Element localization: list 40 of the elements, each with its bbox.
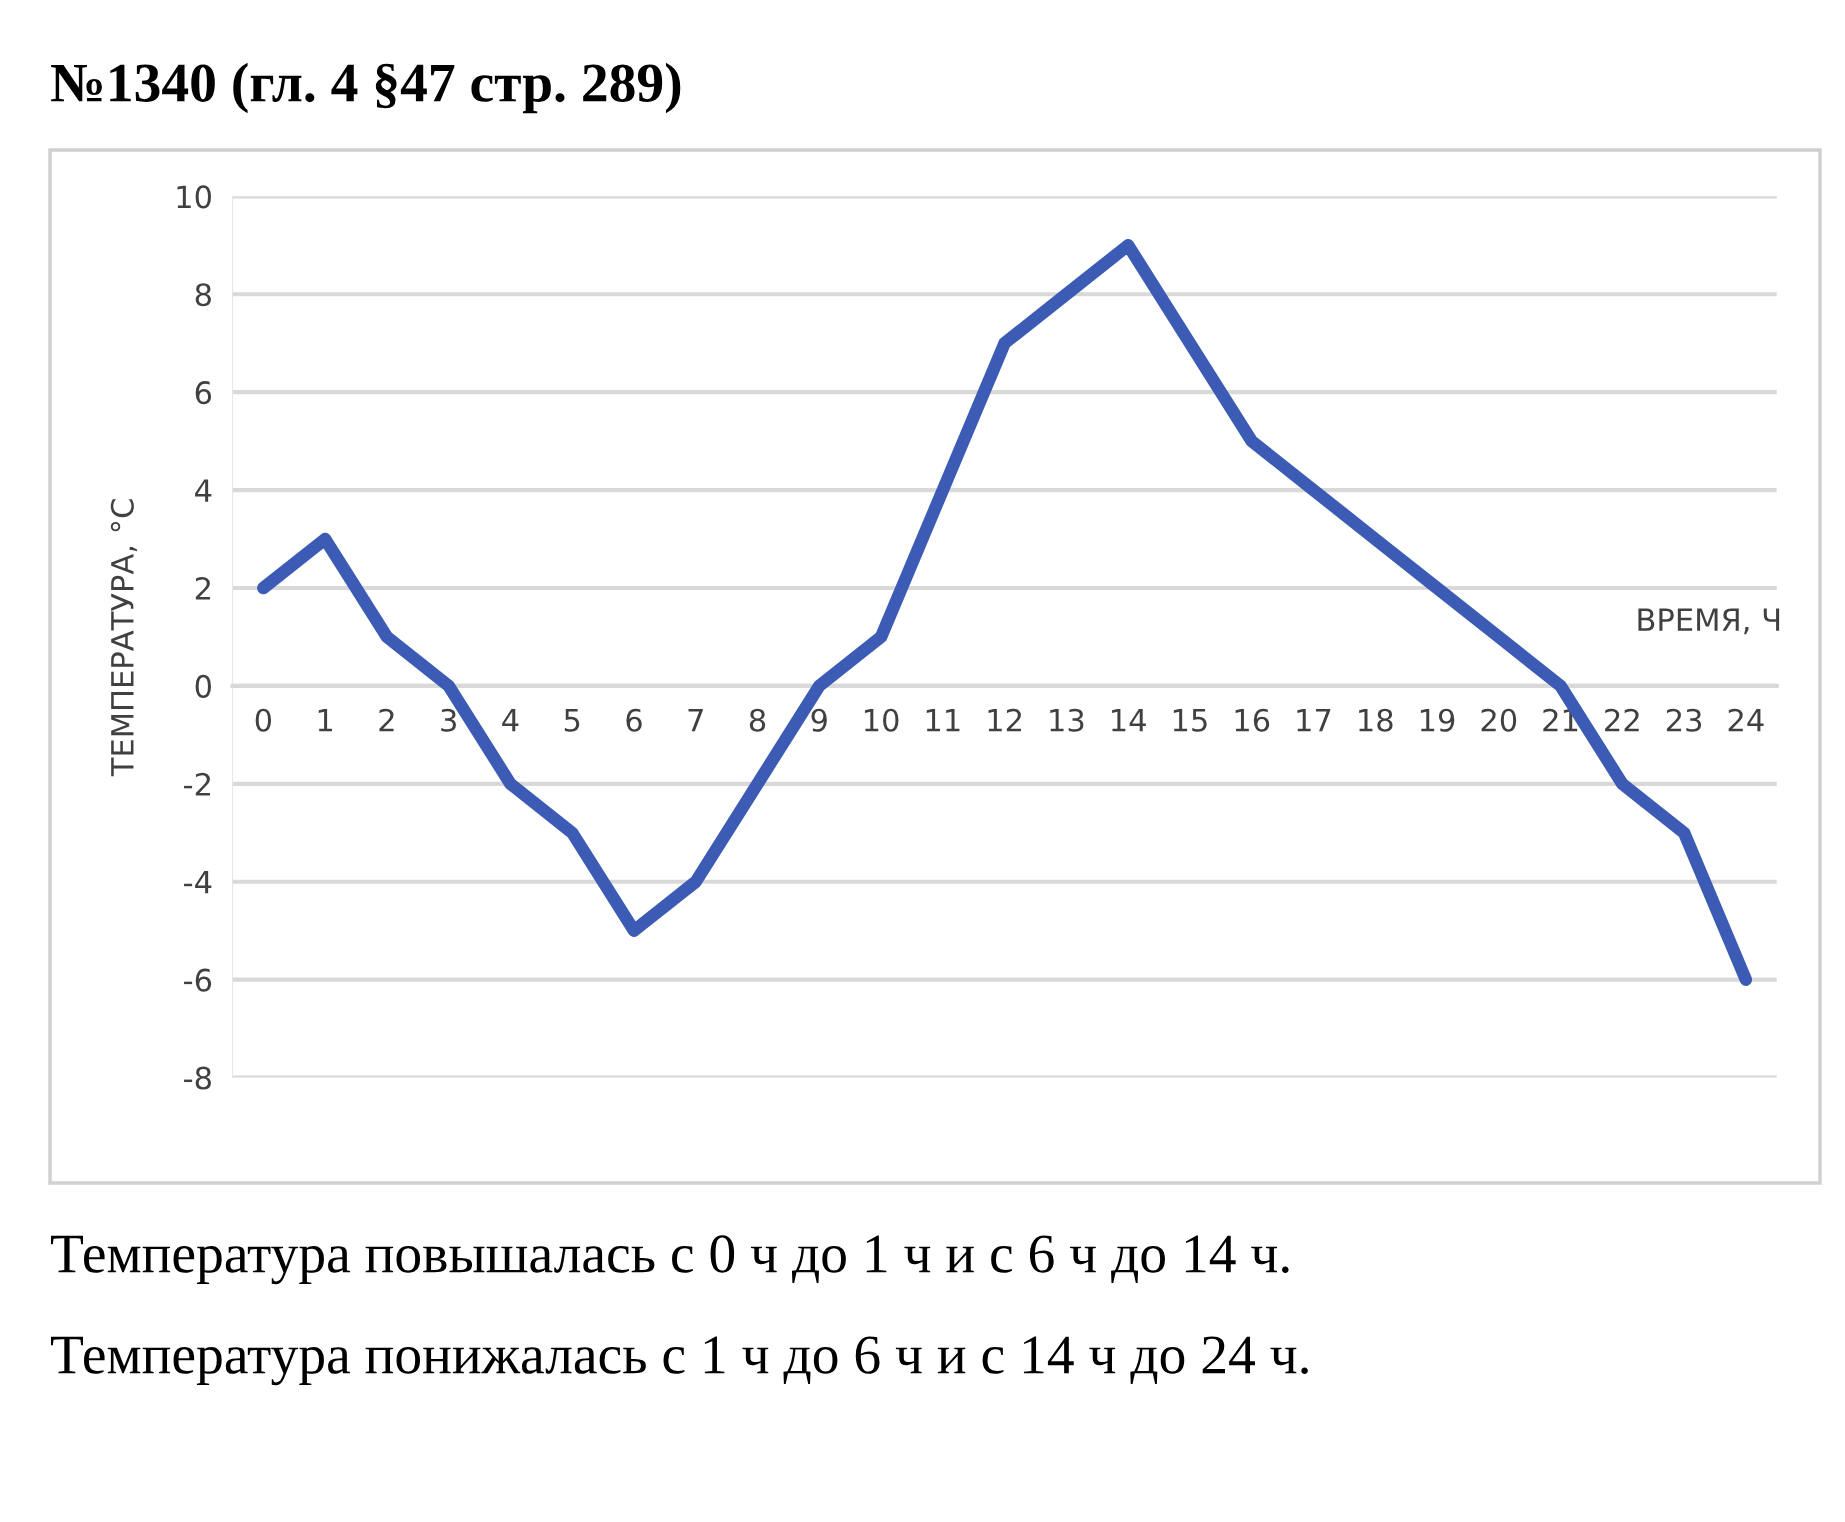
- x-tick-label: 1: [318, 709, 333, 732]
- x-tick-label: 3: [441, 708, 456, 732]
- x-tick-label: 2: [379, 708, 394, 732]
- chart-title: №1340 (гл. 4 §47 стр. 289): [51, 62, 681, 114]
- x-tick-label: 4: [502, 709, 519, 732]
- x-tick-label: 8: [749, 708, 766, 732]
- x-tick-label: 16: [1235, 708, 1270, 732]
- x-tick-label: 14: [1112, 709, 1146, 732]
- x-tick-label: 9: [811, 708, 827, 732]
- y-tick-label: 8: [195, 283, 211, 307]
- x-tick-label: 15: [1173, 709, 1207, 732]
- y-tick-label: 10: [177, 185, 211, 209]
- x-tick-label: 19: [1420, 708, 1455, 732]
- y-tick-label: -2: [184, 772, 210, 796]
- x-tick-label: 5: [564, 709, 580, 732]
- y-axis-title: ТЕМПЕРАТУРА, °C: [110, 499, 138, 777]
- y-tick-label: -4: [184, 871, 212, 894]
- y-tick-label: 6: [195, 381, 212, 405]
- y-tick-label: 4: [195, 479, 212, 502]
- x-tick-label: 21: [1543, 708, 1578, 732]
- text: Температура понижалась с 1 ч до 6 ч и с 14 ч до 24 ч.: [51, 1336, 1308, 1386]
- y-tick-label: -8: [184, 1066, 211, 1090]
- y-tick-label: -6: [184, 968, 212, 992]
- x-tick-label: 24: [1728, 708, 1764, 732]
- x-tick-label: 23: [1666, 708, 1702, 732]
- x-tick-label: 17: [1297, 709, 1331, 732]
- x-axis-title: ВРЕМЯ, Ч: [1638, 608, 1780, 635]
- x-tick-label: 11: [926, 709, 960, 732]
- y-tick-label: 0: [195, 674, 211, 698]
- x-tick-label: 0: [255, 708, 272, 732]
- x-tick-label: 7: [688, 709, 703, 732]
- y-tick-label: 2: [195, 576, 210, 600]
- x-tick-label: 12: [988, 708, 1021, 732]
- x-tick-label: 10: [864, 708, 899, 732]
- x-tick-label: 18: [1359, 708, 1393, 732]
- x-tick-label: 6: [626, 708, 642, 732]
- text: Температура повышалась с 0 ч до 1 ч и с 6 ч до 14 ч.: [51, 1235, 1289, 1285]
- x-tick-label: 20: [1481, 708, 1517, 732]
- x-tick-label: 13: [1050, 708, 1084, 732]
- x-tick-label: 22: [1605, 708, 1639, 732]
